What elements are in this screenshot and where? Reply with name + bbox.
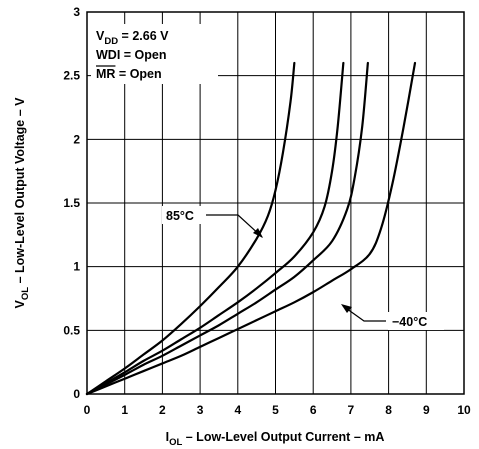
y-axis-title: VOL – Low-Level Output Voltage – V <box>13 97 31 309</box>
series-line-4 <box>85 61 417 396</box>
y-tick-label: 2 <box>73 132 80 146</box>
series-line-2 <box>85 61 345 396</box>
annotation-minus40c-arrowhead <box>341 304 352 313</box>
x-tick-label: 10 <box>457 403 471 417</box>
y-tick-label: 1 <box>73 260 80 274</box>
x-axis-title: IOL – Low-Level Output Current – mA <box>166 430 385 448</box>
x-tick-label: 4 <box>234 403 241 417</box>
plot-frame <box>86 11 465 395</box>
tick-labels: 0 1 2 3 4 5 6 7 8 9 10 0 0.5 1 1.5 2 2.5 3 <box>63 5 471 417</box>
x-tick-label: 3 <box>197 403 204 417</box>
x-tick-label: 1 <box>121 403 128 417</box>
y-tick-label: 3 <box>73 5 80 19</box>
x-tick-label: 9 <box>423 403 430 417</box>
x-tick-label: 0 <box>84 403 91 417</box>
x-tick-label: 2 <box>159 403 166 417</box>
annotation-85c-arrowhead <box>253 228 263 238</box>
annotation-minus40c-background <box>388 312 444 330</box>
y-tick-label: 2.5 <box>63 69 80 83</box>
annotation-85c-label: 85°C <box>166 209 194 223</box>
annotation-85c: 85°C <box>162 206 263 238</box>
curves <box>85 61 417 396</box>
x-tick-label: 6 <box>310 403 317 417</box>
conditions-background <box>91 24 218 84</box>
annotation-85c-leader <box>206 214 263 238</box>
annotation-minus40c-leader <box>342 305 386 322</box>
annotation-minus40c-label: −40°C <box>392 315 427 329</box>
conditions-box: VDD = 2.66 V WDI = Open MR = Open <box>91 24 218 84</box>
annotation-85c-background <box>162 206 204 224</box>
condition-wdi: WDI = Open <box>96 48 167 62</box>
x-tick-label: 8 <box>385 403 392 417</box>
series-line-3 <box>85 61 369 396</box>
y-tick-label: 1.5 <box>63 196 80 210</box>
y-tick-label: 0.5 <box>63 323 80 337</box>
annotation-minus40c: −40°C <box>341 304 444 330</box>
x-tick-label: 5 <box>272 403 279 417</box>
series-line-1 <box>85 61 296 396</box>
x-tick-label: 7 <box>348 403 355 417</box>
condition-mr: MR = Open <box>96 67 162 81</box>
y-tick-label: 0 <box>73 387 80 401</box>
condition-vdd: VDD = 2.66 V <box>96 29 169 47</box>
